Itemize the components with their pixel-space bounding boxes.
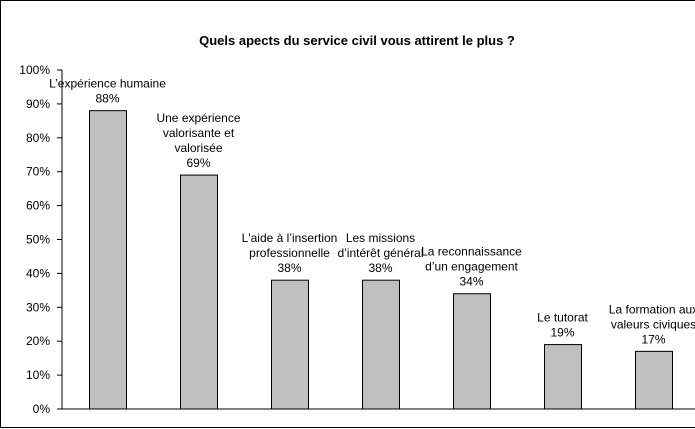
category-label: La formation aux valeurs civiques (609, 302, 695, 331)
bar (180, 174, 218, 410)
y-tick-label: 40% (26, 266, 50, 280)
bar (453, 293, 491, 410)
value-label: 34% (459, 275, 483, 289)
bar (362, 279, 400, 410)
value-label: 17% (641, 332, 665, 346)
value-label: 38% (368, 261, 392, 275)
y-tick-label: 90% (26, 97, 50, 111)
value-label: 69% (186, 156, 210, 170)
y-tick-label: 0% (33, 402, 51, 416)
y-tick-label: 30% (26, 300, 50, 314)
chart-title: Quels apects du service civil vous attir… (199, 33, 515, 48)
category-label: Les missions d’intérêt général (337, 231, 423, 260)
y-tick-label: 10% (26, 368, 50, 382)
value-label: 88% (95, 92, 119, 106)
category-label: L'aide à l’insertion professionnelle (242, 231, 338, 260)
y-tick-label: 50% (26, 233, 50, 247)
y-tick-label: 100% (19, 63, 50, 77)
value-label: 19% (550, 326, 574, 340)
value-label: 38% (277, 261, 301, 275)
bar (271, 279, 309, 410)
category-label: Une expérience valorisante et valorisée (156, 111, 240, 155)
bar (544, 344, 582, 410)
bar (635, 350, 673, 410)
y-tick-label: 60% (26, 199, 50, 213)
y-tick-label: 70% (26, 165, 50, 179)
category-label: L’expérience humaine (49, 77, 166, 91)
y-tick-label: 20% (26, 334, 50, 348)
y-tick-label: 80% (26, 131, 50, 145)
category-label: La reconnaissance d’un engagement (421, 245, 522, 274)
category-label: Le tutorat (537, 311, 588, 325)
bar (89, 110, 127, 410)
